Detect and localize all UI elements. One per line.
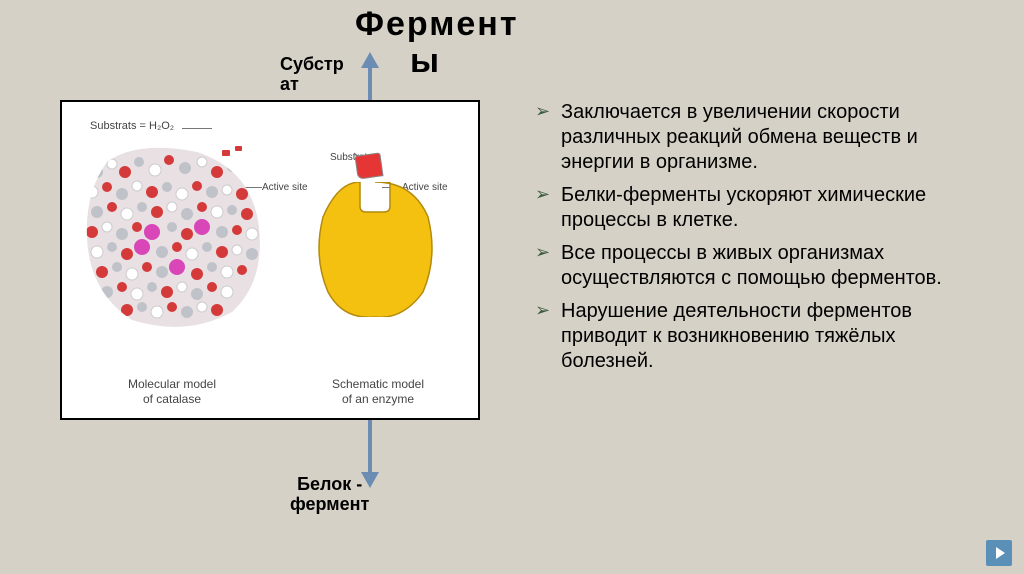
slide-title-part2: ы — [410, 42, 441, 81]
bullet-list: Заключается в увеличении скорости различ… — [535, 100, 985, 382]
catalase-molecule-icon — [77, 142, 267, 332]
enzyme-diagram: Substrats = H₂O₂ Active site Substrate A… — [60, 100, 480, 420]
slide-title-part1: Фермент — [355, 5, 519, 44]
bullet-item: Белки-ферменты ускоряют химические проце… — [535, 183, 985, 233]
bullet-item: Нарушение деятельности ферментов приводи… — [535, 299, 985, 374]
enzyme-schematic-icon — [318, 182, 433, 317]
connector-line — [182, 128, 212, 129]
caption-molecular-model: Molecular modelof catalase — [107, 377, 237, 406]
substrate-icon — [354, 152, 383, 179]
next-slide-button[interactable] — [986, 540, 1012, 566]
diagram-substrate-label: Substrats = H₂O₂ — [90, 120, 174, 132]
substrate-label: Субстрат — [280, 55, 344, 95]
bullet-item: Все процессы в живых организмах осуществ… — [535, 241, 985, 291]
caption-schematic-model: Schematic modelof an enzyme — [318, 377, 438, 406]
bullet-item: Заключается в увеличении скорости различ… — [535, 100, 985, 175]
diagram-activesite-label-1: Active site — [262, 182, 308, 193]
protein-enzyme-label: Белок -фермент — [290, 475, 369, 515]
